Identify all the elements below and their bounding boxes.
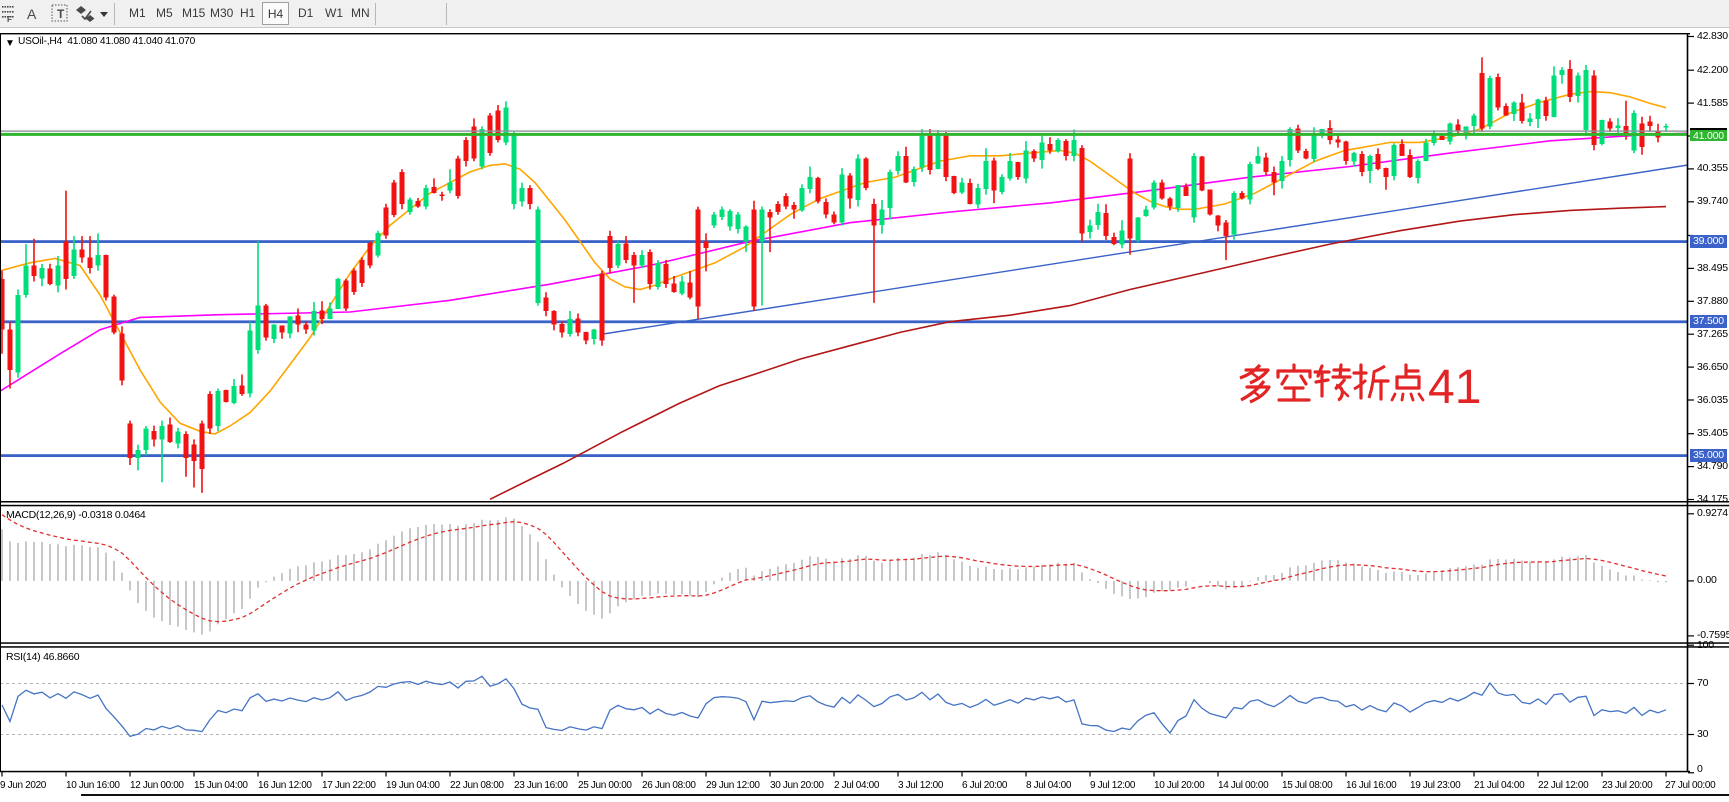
svg-text:A: A xyxy=(27,6,37,22)
svg-text:41: 41 xyxy=(1428,361,1481,414)
svg-text:F: F xyxy=(7,15,12,24)
svg-text:T: T xyxy=(57,7,65,21)
